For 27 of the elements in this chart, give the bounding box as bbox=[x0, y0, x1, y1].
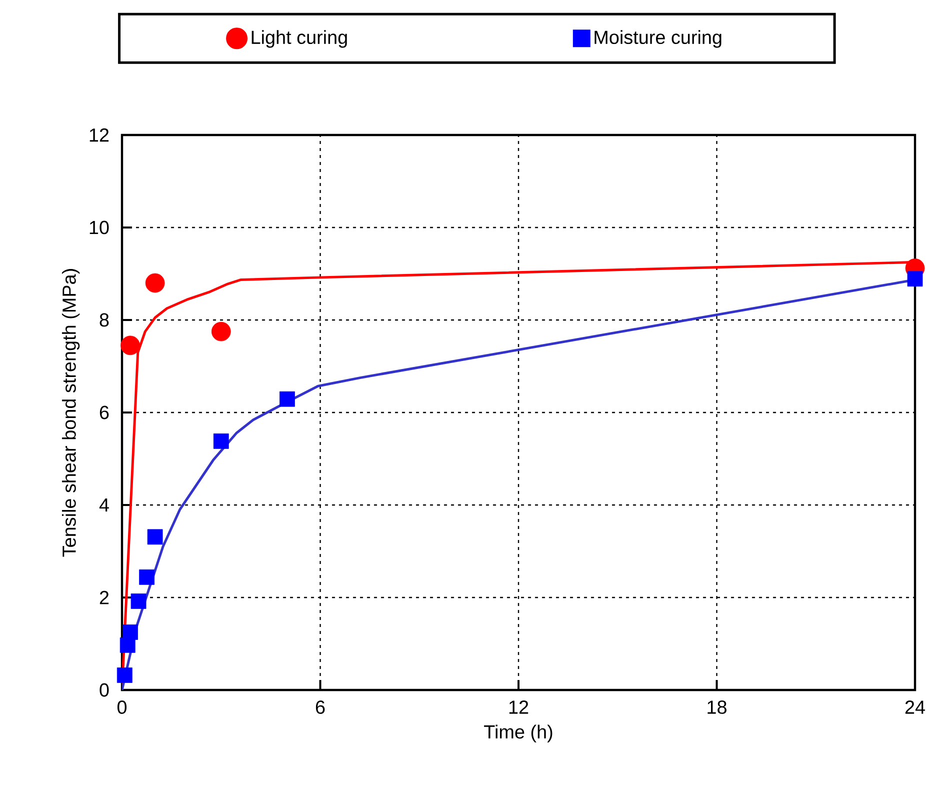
y-tick-label: 2 bbox=[100, 590, 109, 604]
point bbox=[120, 336, 140, 356]
point bbox=[147, 529, 163, 545]
legend-label: Light curing bbox=[252, 30, 347, 48]
y-axis-title: Tensile shear bond strength (MPa) bbox=[62, 269, 80, 557]
x-tick-label: 6 bbox=[316, 700, 325, 714]
x-tick-label: 18 bbox=[708, 700, 726, 714]
point bbox=[213, 433, 229, 449]
x-axis-title: Time (h) bbox=[484, 724, 552, 742]
point bbox=[116, 667, 132, 683]
y-tick-label: 4 bbox=[99, 498, 109, 512]
x-tick-label: 12 bbox=[509, 700, 528, 714]
y-tick-label: 8 bbox=[100, 313, 109, 327]
point bbox=[211, 322, 231, 342]
x-tick-label: 24 bbox=[905, 700, 925, 714]
y-tick-label: 0 bbox=[100, 683, 109, 697]
point bbox=[130, 593, 146, 609]
y-tick-label: 12 bbox=[90, 128, 109, 142]
point bbox=[145, 273, 165, 293]
point bbox=[122, 624, 138, 640]
y-tick-label: 6 bbox=[100, 406, 109, 420]
point bbox=[139, 569, 154, 585]
legend-label: Moisture curing bbox=[594, 30, 722, 48]
point bbox=[280, 391, 295, 407]
x-tick-label: 0 bbox=[117, 700, 127, 714]
y-tick-label: 10 bbox=[90, 220, 109, 234]
point bbox=[907, 271, 923, 287]
